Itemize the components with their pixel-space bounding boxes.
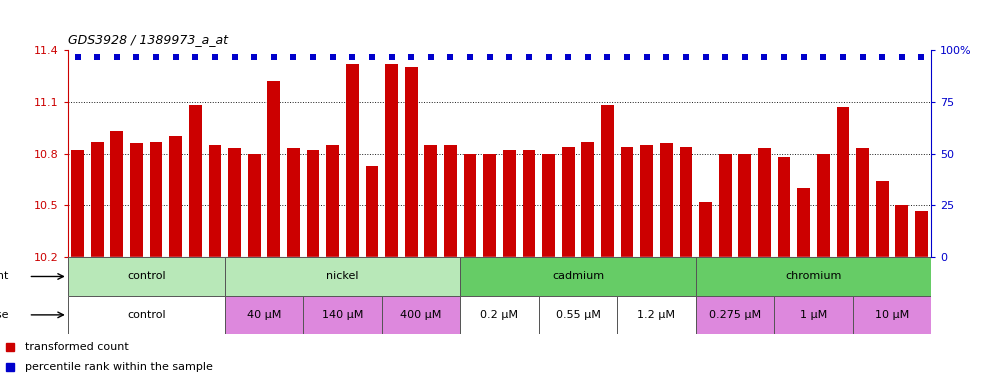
Text: GDS3928 / 1389973_a_at: GDS3928 / 1389973_a_at bbox=[68, 33, 228, 46]
Bar bbox=[307, 150, 320, 257]
Text: 10 μM: 10 μM bbox=[874, 310, 909, 320]
Bar bbox=[601, 105, 614, 257]
Bar bbox=[915, 210, 928, 257]
Bar bbox=[346, 64, 359, 257]
Text: 0.55 μM: 0.55 μM bbox=[556, 310, 601, 320]
Text: transformed count: transformed count bbox=[25, 342, 128, 352]
Text: control: control bbox=[126, 310, 165, 320]
Bar bbox=[68, 296, 225, 334]
Bar bbox=[366, 166, 378, 257]
Bar bbox=[327, 145, 339, 257]
Text: 1 μM: 1 μM bbox=[800, 310, 827, 320]
Bar bbox=[111, 131, 124, 257]
Bar bbox=[130, 143, 142, 257]
Bar bbox=[640, 145, 653, 257]
Bar bbox=[837, 107, 850, 257]
Bar bbox=[758, 148, 771, 257]
Bar bbox=[91, 141, 104, 257]
Bar bbox=[660, 143, 672, 257]
Bar bbox=[895, 205, 908, 257]
Bar bbox=[381, 296, 460, 334]
Bar bbox=[696, 296, 774, 334]
Text: 0.2 μM: 0.2 μM bbox=[480, 310, 519, 320]
Bar bbox=[208, 145, 221, 257]
Bar bbox=[460, 296, 539, 334]
Bar bbox=[424, 145, 437, 257]
Text: 40 μM: 40 μM bbox=[247, 310, 281, 320]
Bar bbox=[817, 154, 830, 257]
Bar bbox=[71, 150, 84, 257]
Bar bbox=[778, 157, 791, 257]
Text: dose: dose bbox=[0, 310, 9, 320]
Bar bbox=[618, 296, 696, 334]
Bar bbox=[225, 257, 460, 296]
Bar bbox=[582, 141, 595, 257]
Bar bbox=[228, 148, 241, 257]
Bar bbox=[287, 148, 300, 257]
Text: agent: agent bbox=[0, 271, 9, 281]
Bar bbox=[798, 188, 810, 257]
Bar bbox=[503, 150, 516, 257]
Text: chromium: chromium bbox=[785, 271, 842, 281]
Bar bbox=[68, 257, 225, 296]
Text: 400 μM: 400 μM bbox=[400, 310, 441, 320]
Text: cadmium: cadmium bbox=[552, 271, 604, 281]
Bar bbox=[738, 154, 751, 257]
Bar bbox=[483, 154, 496, 257]
Bar bbox=[875, 181, 888, 257]
Text: control: control bbox=[126, 271, 165, 281]
Bar bbox=[225, 296, 303, 334]
Bar bbox=[464, 154, 476, 257]
Text: 1.2 μM: 1.2 μM bbox=[637, 310, 675, 320]
Bar bbox=[248, 154, 261, 257]
Bar bbox=[774, 296, 853, 334]
Bar bbox=[562, 147, 575, 257]
Bar bbox=[857, 148, 869, 257]
Text: 0.275 μM: 0.275 μM bbox=[709, 310, 761, 320]
Bar bbox=[444, 145, 457, 257]
Bar bbox=[149, 141, 162, 257]
Bar bbox=[542, 154, 555, 257]
Bar bbox=[169, 136, 182, 257]
Bar bbox=[696, 257, 931, 296]
Bar bbox=[267, 81, 280, 257]
Bar bbox=[679, 147, 692, 257]
Bar bbox=[385, 64, 398, 257]
Bar bbox=[853, 296, 931, 334]
Bar bbox=[460, 257, 696, 296]
Bar bbox=[404, 67, 417, 257]
Bar bbox=[719, 154, 732, 257]
Text: nickel: nickel bbox=[327, 271, 359, 281]
Bar bbox=[621, 147, 633, 257]
Bar bbox=[189, 105, 201, 257]
Bar bbox=[303, 296, 381, 334]
Bar bbox=[523, 150, 535, 257]
Text: 140 μM: 140 μM bbox=[322, 310, 364, 320]
Bar bbox=[699, 202, 712, 257]
Bar bbox=[539, 296, 618, 334]
Text: percentile rank within the sample: percentile rank within the sample bbox=[25, 362, 213, 372]
